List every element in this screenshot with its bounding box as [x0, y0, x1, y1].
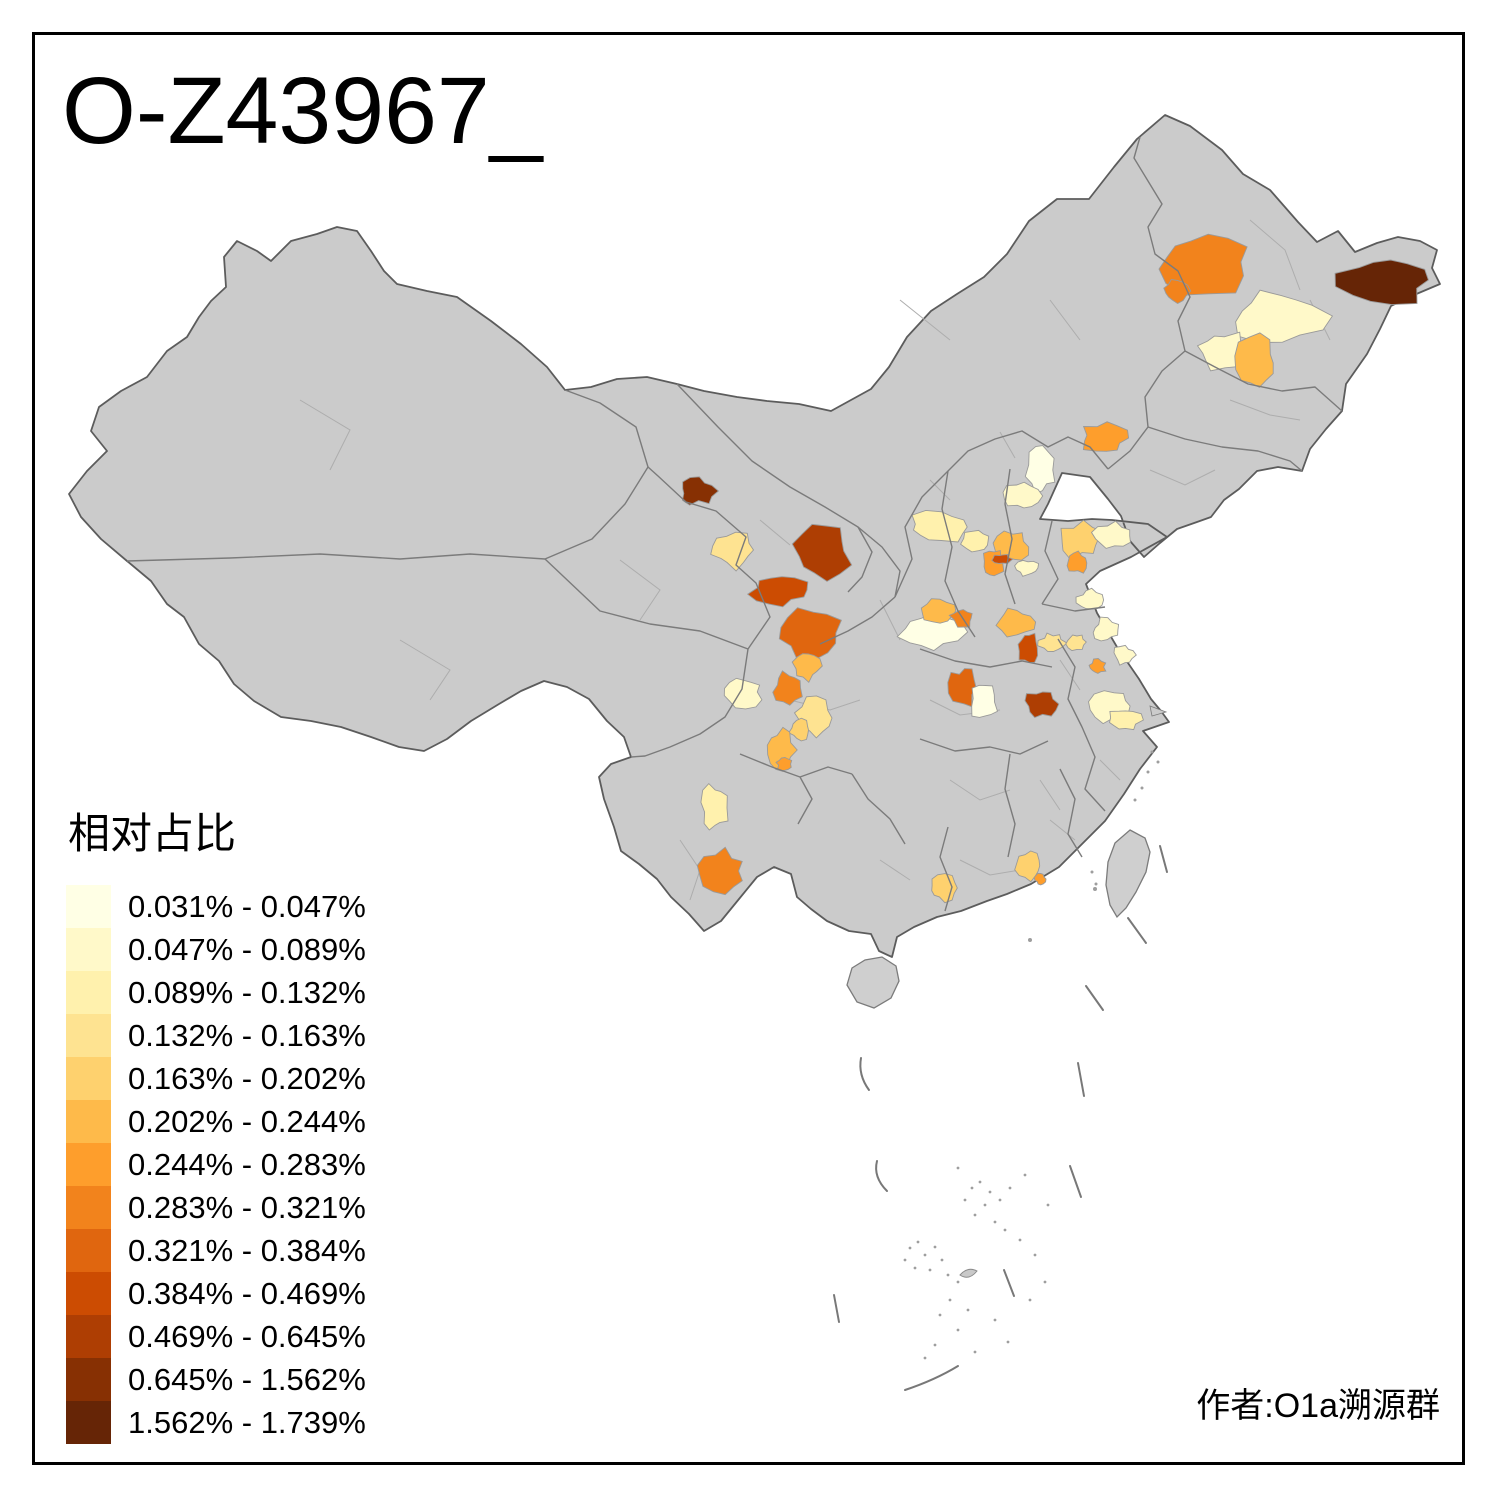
province-borders: [126, 136, 1343, 912]
legend-row: 0.469% - 0.645%: [66, 1315, 366, 1358]
legend-swatch: [66, 1100, 111, 1143]
prefecture-region: [791, 523, 853, 582]
prefecture-region: [931, 873, 958, 904]
legend-class-label: 0.047% - 0.089%: [128, 931, 366, 967]
prefecture-region: [710, 531, 755, 572]
prefecture-region: [920, 598, 957, 624]
prefecture-region: [1024, 445, 1056, 495]
prefecture-region: [1113, 644, 1137, 666]
prefecture-region: [1235, 289, 1334, 343]
legend-row: 0.163% - 0.202%: [66, 1057, 366, 1100]
prefecture-region: [1033, 872, 1047, 886]
prefecture-region: [696, 846, 743, 896]
legend-class-label: 0.163% - 0.202%: [128, 1060, 366, 1096]
legend-class-label: 0.132% - 0.163%: [128, 1017, 366, 1053]
legend-swatch: [66, 1057, 111, 1100]
legend-class-label: 0.031% - 0.047%: [128, 888, 366, 924]
prefecture-region: [778, 607, 842, 661]
legend-class-label: 0.321% - 0.384%: [128, 1232, 366, 1268]
legend-row: 0.283% - 0.321%: [66, 1186, 366, 1229]
legend-swatch: [66, 928, 111, 971]
prefecture-region: [682, 476, 720, 506]
prefecture-region: [723, 677, 763, 710]
prefecture-region: [1092, 616, 1120, 642]
legend: 相对占比 0.031% - 0.047% 0.047% - 0.089% 0.089…: [66, 800, 366, 1444]
prefecture-region: [1014, 559, 1040, 577]
legend-swatch: [66, 1186, 111, 1229]
prefecture-region: [1334, 259, 1429, 306]
legend-swatch: [66, 1143, 111, 1186]
legend-row: 0.384% - 0.469%: [66, 1272, 366, 1315]
legend-class-label: 0.469% - 0.645%: [128, 1318, 366, 1354]
legend-swatch: [66, 971, 111, 1014]
paracel-islet: [959, 1268, 978, 1278]
legend-rows: 0.031% - 0.047% 0.047% - 0.089% 0.089% - 0…: [66, 885, 366, 1444]
legend-title: 相对占比: [68, 810, 237, 857]
legend-swatch: [66, 1229, 111, 1272]
legend-class-label: 0.384% - 0.469%: [128, 1275, 366, 1311]
prefecture-region: [1234, 332, 1274, 388]
prefecture-region: [1108, 710, 1144, 731]
legend-swatch: [66, 1014, 111, 1057]
prefecture-region: [1065, 634, 1087, 652]
legend-row: 0.244% - 0.283%: [66, 1143, 366, 1186]
hainan-island: [846, 956, 900, 1009]
prefecture-region: [911, 509, 968, 543]
prefecture-region: [971, 684, 999, 718]
legend-swatch: [66, 885, 111, 928]
chongming-island: [1149, 705, 1168, 717]
prefecture-region: [947, 668, 977, 708]
prefecture-region: [772, 670, 803, 706]
prefecture-region: [1082, 421, 1130, 452]
prefecture-region: [1017, 632, 1039, 663]
prefecture-region: [791, 653, 823, 684]
legend-row: 0.202% - 0.244%: [66, 1100, 366, 1143]
legend-class-label: 0.202% - 0.244%: [128, 1103, 366, 1139]
legend-row: 0.031% - 0.047%: [66, 885, 366, 928]
legend-swatch: [66, 1358, 111, 1401]
legend-class-label: 1.562% - 1.739%: [128, 1404, 366, 1440]
islands: [833, 705, 1168, 1391]
legend-row: 0.132% - 0.163%: [66, 1014, 366, 1057]
prefecture-region: [1002, 481, 1044, 509]
prefecture-region: [1158, 233, 1248, 296]
prefecture-region: [1037, 632, 1068, 652]
legend-class-label: 0.283% - 0.321%: [128, 1189, 366, 1225]
legend-row: 1.562% - 1.739%: [66, 1401, 366, 1444]
colored-regions: [682, 233, 1429, 904]
attribution-text: 作者:O1a溯源群: [1196, 1387, 1440, 1425]
taiwan-island: [1105, 829, 1151, 919]
prefecture-region: [1066, 550, 1088, 574]
prefecture-region: [995, 607, 1037, 638]
legend-class-label: 0.089% - 0.132%: [128, 974, 366, 1010]
prefecture-region: [1088, 658, 1107, 674]
prefecture-region: [1090, 520, 1131, 549]
legend-swatch: [66, 1315, 111, 1358]
legend-row: 0.047% - 0.089%: [66, 928, 366, 971]
legend-row: 0.645% - 1.562%: [66, 1358, 366, 1401]
legend-row: 0.321% - 0.384%: [66, 1229, 366, 1272]
prefecture-region: [1024, 691, 1060, 719]
legend-swatch: [66, 1401, 111, 1444]
legend-swatch: [66, 1272, 111, 1315]
prefecture-region: [700, 782, 729, 831]
prefecture-region: [775, 757, 793, 772]
prefecture-region: [960, 529, 990, 553]
page-title: O-Z43967_: [62, 58, 543, 164]
small-island-dots: [903, 750, 1160, 1360]
legend-row: 0.089% - 0.132%: [66, 971, 366, 1014]
nine-dash-line: [833, 845, 1168, 1391]
prefecture-region: [788, 717, 809, 742]
legend-class-label: 0.645% - 1.562%: [128, 1361, 366, 1397]
mainland-outline: [68, 114, 1441, 958]
prefecture-region: [1060, 519, 1104, 560]
legend-class-label: 0.244% - 0.283%: [128, 1146, 366, 1182]
